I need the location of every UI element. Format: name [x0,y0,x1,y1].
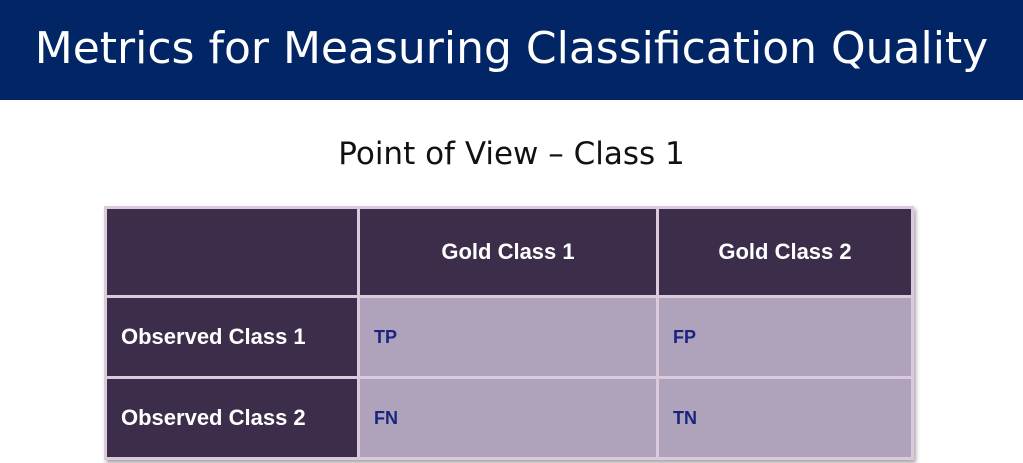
corner-cell [107,209,357,295]
confusion-matrix-table: Gold Class 1 Gold Class 2 Observed Class… [104,206,914,460]
slide-subtitle: Point of View – Class 1 [338,136,685,172]
row-header-observed-class-1: Observed Class 1 [107,298,357,376]
slide-title: Metrics for Measuring Classification Qua… [0,0,1023,100]
cell-true-negative: TN [659,379,911,457]
row-header-observed-class-2: Observed Class 2 [107,379,357,457]
cell-false-positive: FP [659,298,911,376]
column-header-gold-class-1: Gold Class 1 [360,209,656,295]
cell-true-positive: TP [360,298,656,376]
cell-false-negative: FN [360,379,656,457]
column-header-gold-class-2: Gold Class 2 [659,209,911,295]
